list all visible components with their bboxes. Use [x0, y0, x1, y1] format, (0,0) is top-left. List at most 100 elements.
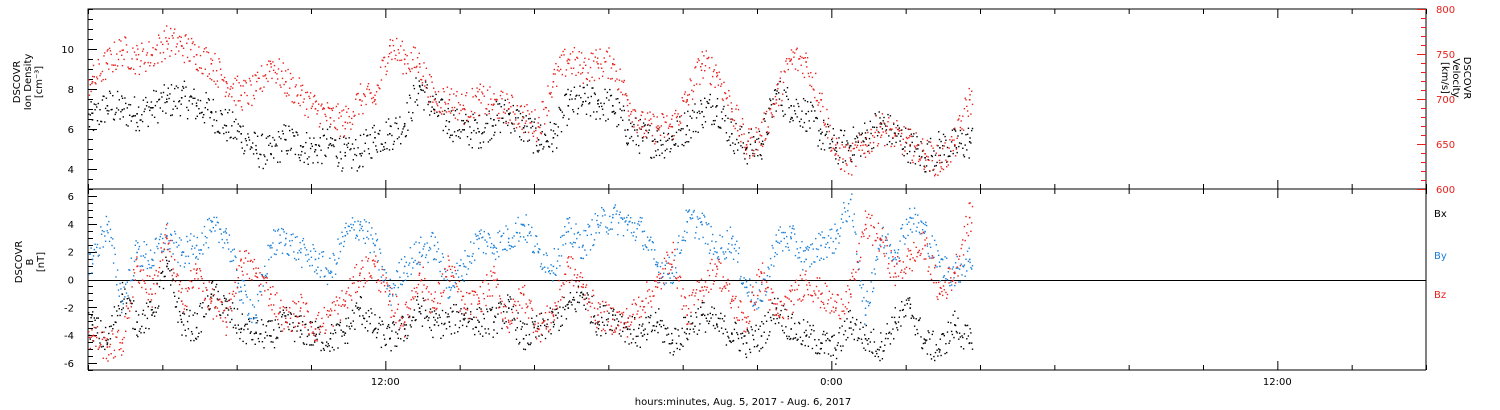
data-point: [502, 311, 505, 313]
data-point: [467, 120, 469, 123]
data-point: [663, 272, 665, 274]
data-point: [849, 198, 852, 201]
data-point: [586, 78, 588, 81]
data-point: [673, 350, 675, 353]
data-point: [236, 269, 238, 271]
data-point: [787, 315, 789, 318]
data-point: [802, 340, 804, 342]
data-point: [331, 276, 334, 278]
data-point: [496, 114, 498, 116]
data-point: [479, 333, 481, 335]
data-point: [453, 114, 455, 116]
data-point: [888, 331, 891, 333]
data-point: [901, 132, 903, 135]
data-point: [142, 255, 145, 257]
data-point: [179, 265, 182, 267]
data-point: [456, 311, 458, 313]
data-point: [715, 106, 717, 108]
data-point: [874, 355, 876, 357]
data-point: [195, 257, 197, 259]
data-point: [454, 281, 457, 284]
data-point: [121, 65, 124, 67]
data-point: [835, 153, 837, 155]
data-point: [445, 125, 447, 128]
data-point: [833, 134, 835, 136]
data-point: [125, 283, 127, 285]
data-point: [654, 311, 657, 314]
data-point: [269, 247, 272, 249]
data-point: [770, 319, 773, 322]
data-point: [856, 146, 858, 149]
data-point: [451, 311, 453, 313]
data-point: [163, 275, 165, 278]
data-point: [956, 137, 958, 139]
data-point: [403, 340, 405, 342]
data-point: [229, 306, 231, 308]
data-point: [133, 68, 135, 70]
data-point: [416, 263, 419, 265]
data-point: [186, 118, 189, 120]
data-point: [341, 170, 343, 172]
data-point: [341, 335, 343, 337]
data-point: [219, 61, 221, 63]
data-point: [702, 313, 704, 315]
data-point: [953, 336, 955, 339]
data-point: [734, 243, 736, 246]
data-point: [404, 63, 406, 65]
data-point: [372, 141, 375, 144]
data-point: [196, 115, 198, 117]
data-point: [117, 289, 120, 291]
data-point: [634, 110, 637, 112]
data-point: [186, 235, 188, 238]
data-point: [301, 84, 304, 86]
data-point: [535, 235, 537, 237]
data-point: [611, 329, 613, 332]
data-point: [954, 262, 957, 264]
data-point: [433, 258, 435, 261]
data-point: [226, 300, 228, 303]
data-point: [675, 143, 677, 145]
data-point: [648, 129, 650, 131]
data-point: [747, 295, 749, 297]
data-point: [136, 44, 138, 47]
data-point: [921, 347, 924, 350]
data-point: [167, 243, 169, 245]
data-point: [905, 136, 908, 139]
data-point: [867, 343, 869, 345]
data-point: [268, 60, 270, 62]
data-point: [671, 332, 673, 335]
data-point: [305, 132, 308, 134]
data-point: [333, 120, 335, 122]
data-point: [968, 258, 971, 261]
data-point: [118, 99, 120, 101]
data-point: [708, 320, 711, 322]
data-point: [386, 288, 388, 290]
data-point: [267, 321, 269, 323]
data-point: [617, 89, 619, 91]
data-point: [285, 139, 287, 141]
data-point: [182, 251, 185, 253]
data-point: [244, 138, 247, 140]
data-point: [761, 145, 764, 147]
data-point: [950, 284, 953, 286]
data-point: [697, 58, 699, 60]
data-point: [745, 286, 748, 289]
data-point: [654, 329, 656, 332]
data-point: [148, 328, 150, 330]
data-point: [345, 137, 347, 140]
data-point: [350, 148, 352, 150]
data-point: [883, 247, 885, 249]
data-point: [876, 348, 879, 351]
data-point: [640, 128, 642, 130]
data-point: [230, 307, 232, 310]
data-point: [106, 63, 109, 65]
data-point: [199, 249, 202, 251]
data-point: [362, 315, 364, 317]
data-point: [749, 137, 752, 139]
data-point: [226, 140, 228, 142]
data-point: [389, 39, 391, 41]
data-point: [471, 87, 473, 90]
data-point: [909, 135, 911, 137]
data-point: [297, 134, 299, 136]
y2-tick-label: 750: [1436, 50, 1455, 61]
